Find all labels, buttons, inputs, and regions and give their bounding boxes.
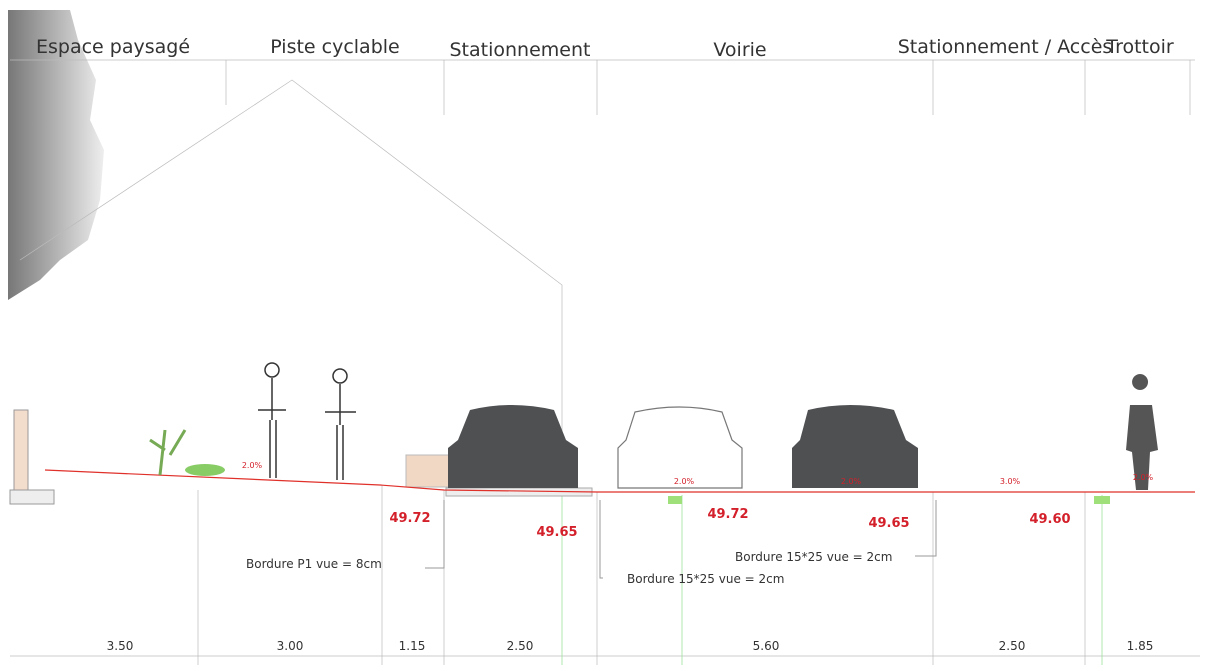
- note: Bordure 15*25 vue = 2cm: [627, 572, 784, 586]
- drain: [668, 496, 682, 504]
- plant: [150, 430, 185, 475]
- wall: [14, 410, 28, 490]
- shrub: [185, 464, 225, 476]
- zone-label: Stationnement: [450, 39, 591, 61]
- note: Bordure P1 vue = 8cm: [246, 557, 382, 571]
- street-section: Espace paysagé Piste cyclable Stationnemen…: [0, 0, 1209, 671]
- elevation: 49.72: [707, 507, 748, 522]
- elevation: 49.65: [868, 516, 909, 531]
- zone-label: Trottoir: [1105, 36, 1174, 58]
- zone-label: Espace paysagé: [36, 36, 190, 58]
- slope: 2.0%: [242, 461, 263, 470]
- dimension: 1.85: [1127, 639, 1154, 653]
- slope: 2.0%: [1133, 473, 1154, 482]
- slope: 2.0%: [674, 477, 695, 486]
- car-left: [448, 405, 578, 488]
- zone-dividers: [226, 60, 1190, 115]
- dimension: 1.15: [399, 639, 426, 653]
- dimension: 3.50: [107, 639, 134, 653]
- wall-base: [10, 490, 54, 504]
- slope: 3.0%: [1000, 477, 1021, 486]
- labels: Espace paysagé Piste cyclable Stationnemen…: [36, 36, 1174, 653]
- elevation: 49.65: [536, 525, 577, 540]
- car-center: [618, 407, 742, 488]
- dimension: 2.50: [999, 639, 1026, 653]
- zone-label: Piste cyclable: [270, 36, 399, 58]
- dimension: 2.50: [507, 639, 534, 653]
- dimension-lines: [10, 485, 1200, 665]
- note: Bordure 15*25 vue = 2cm: [735, 550, 892, 564]
- slope: 2.0%: [841, 477, 862, 486]
- zone-label: Stationnement / Accès: [898, 36, 1113, 58]
- car-right: [792, 405, 918, 488]
- drain: [1094, 496, 1110, 504]
- dimension: 5.60: [753, 639, 780, 653]
- cyclists: [258, 363, 356, 480]
- zone-label: Voirie: [713, 39, 766, 61]
- leader-lines: [425, 500, 936, 578]
- dimension: 3.00: [277, 639, 304, 653]
- elevation: 49.60: [1029, 512, 1070, 527]
- elevation: 49.72: [389, 511, 430, 526]
